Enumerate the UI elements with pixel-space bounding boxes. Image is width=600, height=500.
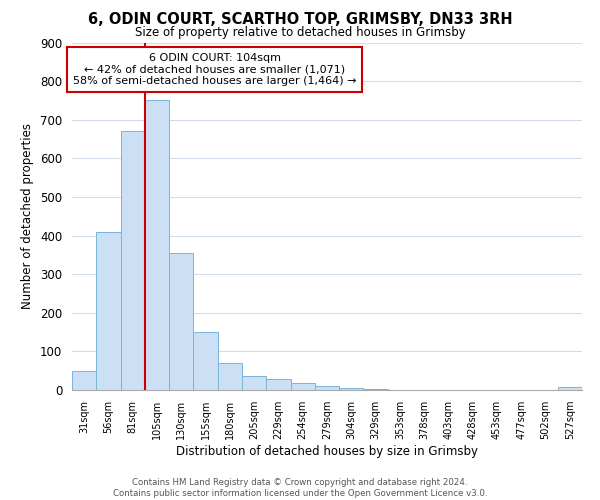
Bar [169, 253, 193, 390]
Bar [121, 132, 145, 390]
Bar [218, 363, 242, 390]
Bar [266, 379, 290, 390]
Bar [242, 376, 266, 390]
Text: Size of property relative to detached houses in Grimsby: Size of property relative to detached ho… [134, 26, 466, 39]
Bar [339, 388, 364, 390]
Text: 6, ODIN COURT, SCARTHO TOP, GRIMSBY, DN33 3RH: 6, ODIN COURT, SCARTHO TOP, GRIMSBY, DN3… [88, 12, 512, 28]
Bar [315, 386, 339, 390]
Y-axis label: Number of detached properties: Number of detached properties [22, 123, 34, 309]
Text: Contains HM Land Registry data © Crown copyright and database right 2024.
Contai: Contains HM Land Registry data © Crown c… [113, 478, 487, 498]
Bar [145, 100, 169, 390]
Bar [193, 332, 218, 390]
Bar [364, 389, 388, 390]
Bar [290, 384, 315, 390]
X-axis label: Distribution of detached houses by size in Grimsby: Distribution of detached houses by size … [176, 445, 478, 458]
Text: 6 ODIN COURT: 104sqm
← 42% of detached houses are smaller (1,071)
58% of semi-de: 6 ODIN COURT: 104sqm ← 42% of detached h… [73, 53, 356, 86]
Bar [558, 387, 582, 390]
Bar [72, 370, 96, 390]
Bar [96, 232, 121, 390]
